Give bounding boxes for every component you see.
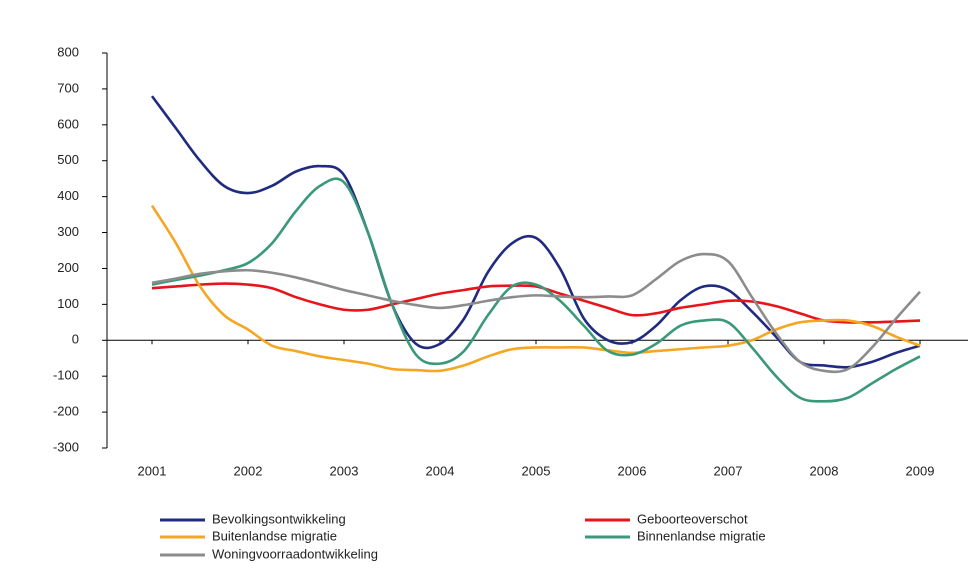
legend-label: Binnenlandse migratie [637, 528, 766, 543]
y-tick-label: -100 [53, 368, 79, 383]
y-tick-label: 200 [57, 260, 79, 275]
y-tick-label: 800 [57, 44, 79, 59]
legend-label: Bevolkingsontwikkeling [212, 511, 346, 526]
legend-label: Woningvoorraadontwikkeling [212, 546, 378, 561]
y-tick-label: -300 [53, 439, 79, 454]
x-tick-label: 2006 [618, 463, 647, 478]
y-tick-label: 100 [57, 296, 79, 311]
x-tick-label: 2007 [714, 463, 743, 478]
y-tick-label: 500 [57, 152, 79, 167]
series-line [151, 177, 921, 403]
x-tick-label: 2001 [138, 463, 167, 478]
x-tick-label: 2004 [426, 463, 455, 478]
series-line [151, 252, 921, 374]
y-tick-label: -200 [53, 404, 79, 419]
x-tick-label: 2003 [330, 463, 359, 478]
x-tick-label: 2005 [522, 463, 551, 478]
x-tick-label: 2002 [234, 463, 263, 478]
series-line [150, 95, 921, 369]
y-tick-label: 600 [57, 116, 79, 131]
series-line [151, 282, 921, 324]
legend-label: Geboorteoverschot [637, 511, 748, 526]
x-tick-label: 2009 [906, 463, 935, 478]
series-line [150, 204, 921, 373]
y-tick-label: 0 [72, 332, 79, 347]
legend-label: Buitenlandse migratie [212, 528, 337, 543]
y-tick-label: 300 [57, 224, 79, 239]
y-tick-label: 400 [57, 188, 79, 203]
x-tick-label: 2008 [810, 463, 839, 478]
y-tick-label: 700 [57, 80, 79, 95]
